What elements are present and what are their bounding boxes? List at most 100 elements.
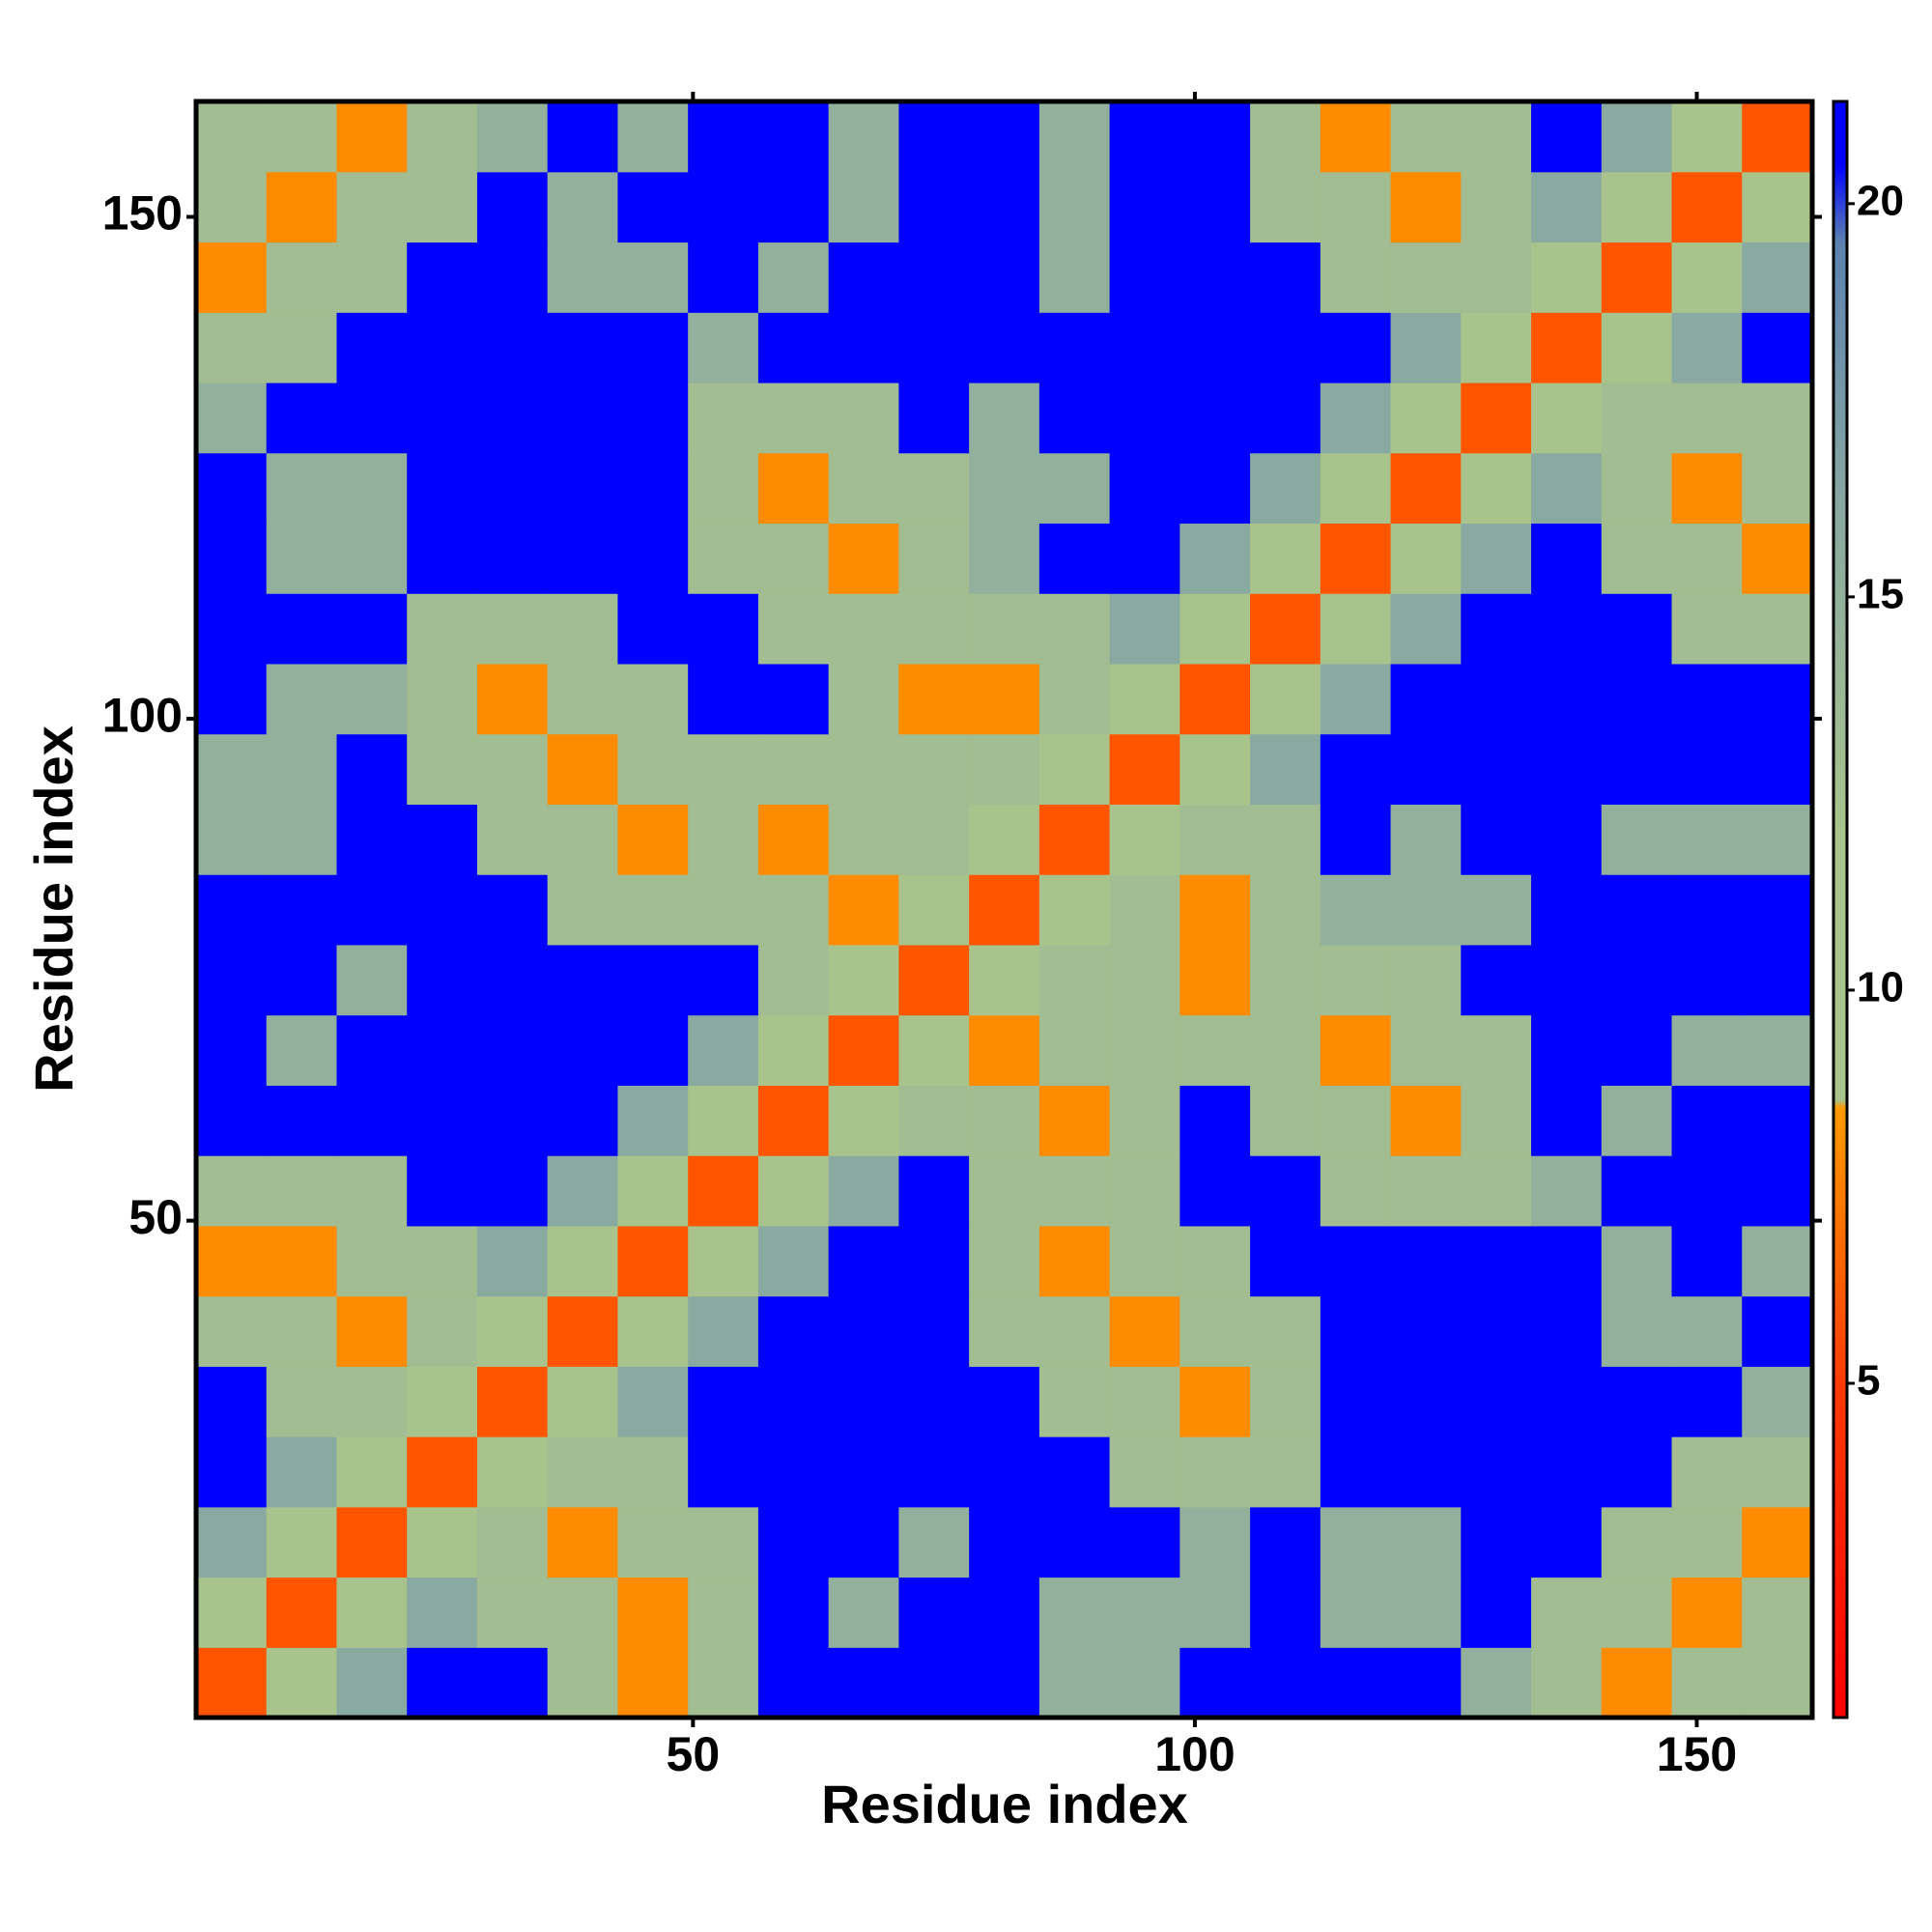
heatmap-cell (336, 1577, 408, 1648)
heatmap-cell (1109, 1366, 1180, 1437)
heatmap-cell (1601, 382, 1673, 454)
heatmap-cell (476, 382, 549, 454)
heatmap-cell (757, 1577, 830, 1648)
heatmap-cell (1671, 804, 1743, 875)
heatmap-cell (1179, 1014, 1251, 1086)
heatmap-cell (617, 1014, 689, 1086)
heatmap-cell (1461, 1155, 1532, 1227)
heatmap-cell (196, 1647, 268, 1719)
heatmap-cell (1250, 1577, 1321, 1648)
heatmap-cell (1038, 593, 1111, 665)
heatmap-cell (1038, 171, 1111, 243)
heatmap-cell (196, 1155, 268, 1227)
heatmap-cell (688, 1366, 759, 1437)
heatmap-cell (688, 382, 759, 454)
heatmap-cell (1320, 1014, 1392, 1086)
heatmap-cell (407, 663, 478, 735)
heatmap-cell (898, 593, 970, 665)
heatmap-cell (476, 733, 549, 805)
heatmap-cell (969, 1085, 1040, 1156)
colorbar-tick-label: 10 (1857, 964, 1904, 1011)
heatmap-cell (898, 242, 970, 313)
heatmap-cell (1671, 733, 1743, 805)
heatmap-cell (266, 101, 338, 173)
heatmap-cell (407, 1647, 478, 1719)
heatmap-cell (898, 452, 970, 525)
heatmap-cell (688, 312, 759, 384)
heatmap-cell (1742, 452, 1813, 525)
heatmap-cell (1671, 1155, 1743, 1227)
heatmap-cell (1390, 382, 1462, 454)
heatmap-cell (1601, 1366, 1673, 1437)
heatmap-cell (1038, 663, 1111, 735)
heatmap-cell (196, 944, 268, 1016)
heatmap-cell (828, 1647, 899, 1719)
heatmap-cell (1531, 593, 1603, 665)
heatmap-cell (547, 452, 619, 525)
heatmap-cell (757, 242, 830, 313)
heatmap-cell (336, 1647, 408, 1719)
heatmap-cell (1038, 1225, 1111, 1297)
heatmap-cell (266, 804, 338, 875)
heatmap-cell (1038, 1577, 1111, 1648)
heatmap-cell (1531, 874, 1603, 946)
heatmap-cell (828, 1577, 899, 1648)
heatmap-cell (1390, 171, 1462, 243)
heatmap-cell (266, 1577, 338, 1648)
heatmap-cell (1671, 663, 1743, 735)
heatmap-cell (266, 1014, 338, 1086)
heatmap-cell (617, 312, 689, 384)
heatmap-cell (407, 804, 478, 875)
heatmap-cell (969, 1506, 1040, 1578)
heatmap-cell (1250, 1225, 1321, 1297)
heatmap-cell (1250, 171, 1321, 243)
heatmap-cell (1320, 874, 1392, 946)
heatmap-cell (757, 1014, 830, 1086)
heatmap-cell (1390, 1577, 1462, 1648)
heatmap-cell (1250, 1647, 1321, 1719)
heatmap-cell (1250, 382, 1321, 454)
heatmap-cell (1320, 663, 1392, 735)
heatmap-cell (336, 242, 408, 313)
heatmap-cell (476, 523, 549, 594)
heatmap-cell (1671, 1085, 1743, 1156)
heatmap-cell (1531, 242, 1603, 313)
heatmap-cell (828, 1155, 899, 1227)
heatmap-cell (1250, 1085, 1321, 1156)
heatmap-cell (336, 663, 408, 735)
heatmap-cell (1742, 171, 1813, 243)
heatmap-cell (1461, 1647, 1532, 1719)
heatmap-cell (1179, 804, 1251, 875)
heatmap-cell (266, 733, 338, 805)
heatmap-cell (1531, 944, 1603, 1016)
heatmap-cell (828, 1295, 899, 1367)
heatmap-cell (547, 1014, 619, 1086)
heatmap-cell (1038, 452, 1111, 525)
heatmap-cell (1601, 1436, 1673, 1508)
heatmap-cell (898, 1225, 970, 1297)
heatmap-cell (898, 523, 970, 594)
heatmap-cell (1320, 1647, 1392, 1719)
heatmap-cell (1461, 663, 1532, 735)
heatmap-cell (1179, 242, 1251, 313)
heatmap-cell (1320, 1577, 1392, 1648)
heatmap-cell (1038, 523, 1111, 594)
heatmap-cell (828, 312, 899, 384)
heatmap-cell (1179, 1577, 1251, 1648)
heatmap-cell (1461, 1014, 1532, 1086)
heatmap-cell (1461, 1366, 1532, 1437)
heatmap-cell (898, 1647, 970, 1719)
heatmap-cell (476, 1436, 549, 1508)
heatmap-cell (757, 1436, 830, 1508)
heatmap-cell (1671, 1014, 1743, 1086)
heatmap-cell (1179, 452, 1251, 525)
heatmap-cell (1742, 1295, 1813, 1367)
heatmap-cell (1742, 1085, 1813, 1156)
heatmap-cell (617, 593, 689, 665)
heatmap-cell (1461, 1295, 1532, 1367)
heatmap-cell (1038, 804, 1111, 875)
heatmap-cell (1461, 1225, 1532, 1297)
heatmap-cell (407, 1577, 478, 1648)
heatmap-cell (1742, 242, 1813, 313)
heatmap-cell (828, 593, 899, 665)
